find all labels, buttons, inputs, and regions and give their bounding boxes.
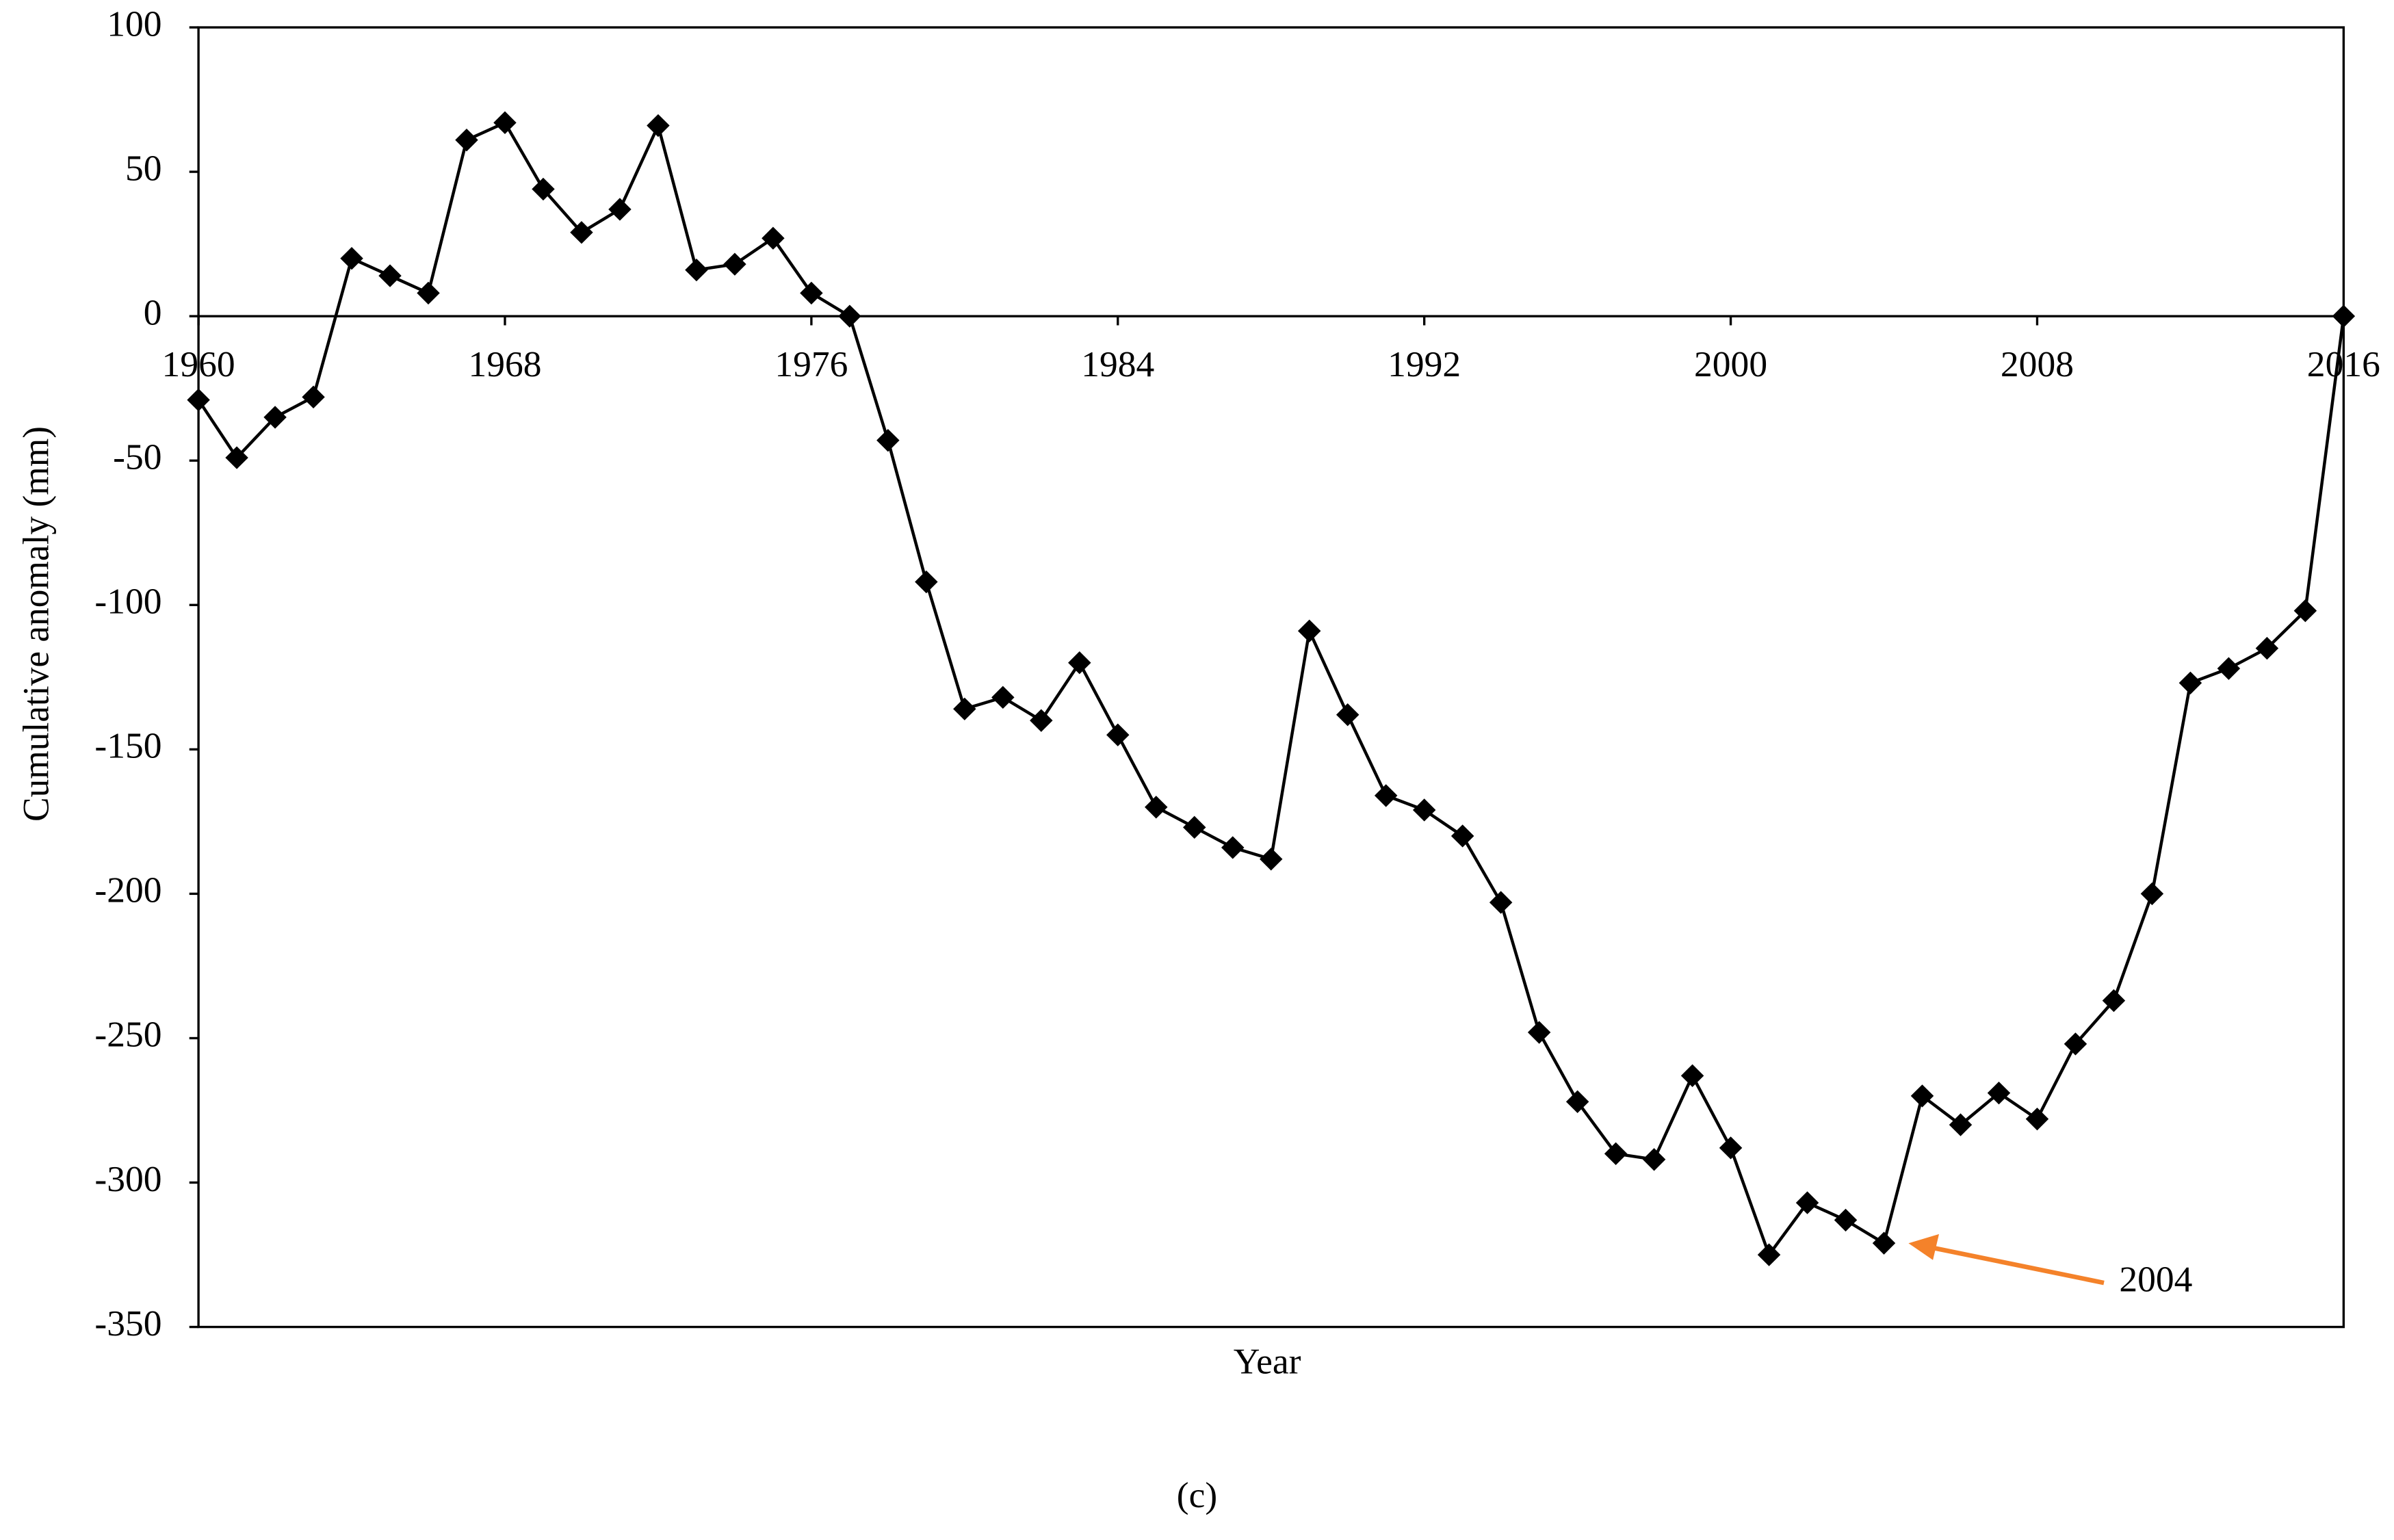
y-tick-label: -50 (113, 436, 161, 478)
data-marker (263, 406, 287, 429)
data-marker (1910, 1084, 1934, 1108)
x-tick-label: 1992 (1388, 343, 1461, 384)
data-marker (2217, 657, 2241, 680)
plot-frame (197, 26, 2345, 1329)
y-tick-label: -100 (94, 581, 161, 622)
data-marker (2102, 989, 2126, 1013)
data-marker (1259, 848, 1283, 871)
x-tick-label: 2016 (2307, 343, 2380, 384)
data-marker (2140, 882, 2164, 906)
data-marker (455, 128, 478, 152)
data-marker (378, 264, 402, 287)
data-marker (800, 281, 823, 305)
data-marker (1757, 1243, 1781, 1266)
data-marker (1565, 1090, 1589, 1114)
data-marker (1412, 798, 1436, 822)
data-marker (2025, 1107, 2049, 1131)
data-marker (2293, 599, 2317, 623)
data-marker (1221, 836, 1245, 859)
data-marker (647, 114, 670, 138)
data-marker (723, 252, 746, 276)
x-tick-label: 1976 (775, 343, 848, 384)
annotation-arrow (1932, 1245, 2105, 1285)
y-tick-label: -250 (94, 1014, 161, 1055)
data-marker (1297, 619, 1321, 642)
y-tick-label: 100 (107, 3, 161, 44)
data-marker (1183, 815, 1206, 839)
data-marker (1795, 1191, 1819, 1214)
data-marker (1336, 703, 1359, 727)
data-marker (1719, 1136, 1743, 1160)
annotation-arrowhead (1908, 1234, 1940, 1260)
data-marker (685, 258, 708, 282)
data-marker (608, 198, 632, 221)
data-marker (1030, 709, 1053, 732)
data-marker (991, 686, 1015, 709)
x-tick-label: 2008 (2001, 343, 2074, 384)
x-tick-label: 1984 (1081, 343, 1154, 384)
x-tick-label: 1960 (162, 343, 235, 384)
data-marker (570, 221, 593, 244)
data-marker (2064, 1032, 2087, 1056)
data-line (197, 120, 2345, 1258)
data-marker (1949, 1113, 1973, 1136)
data-marker (1834, 1208, 1858, 1232)
y-tick-label: 0 (144, 291, 162, 332)
y-tick-label: 50 (125, 147, 162, 188)
data-marker (953, 697, 976, 720)
annotation-text: 2004 (2119, 1258, 2192, 1299)
data-marker (1642, 1148, 1666, 1171)
data-marker (1106, 723, 1130, 746)
data-marker (340, 247, 363, 270)
data-marker (915, 570, 938, 594)
x-tick-label: 2000 (1694, 343, 1767, 384)
data-marker (302, 385, 325, 409)
x-tick-label: 1968 (468, 343, 541, 384)
data-marker (762, 226, 785, 250)
y-tick-label: -150 (94, 725, 161, 766)
data-marker (1145, 796, 1168, 819)
data-marker (1450, 824, 1474, 848)
y-axis-title: Cumulative anomaly (mm) (15, 426, 56, 822)
data-marker (187, 388, 210, 412)
data-marker (1489, 891, 1513, 914)
data-marker (532, 177, 555, 201)
data-marker (1987, 1081, 2011, 1105)
data-marker (1374, 784, 1398, 807)
data-marker (876, 428, 900, 452)
y-tick-label: -350 (94, 1303, 161, 1344)
x-axis-title: Year (1234, 1341, 1301, 1382)
data-marker (1872, 1231, 1896, 1255)
data-marker (2178, 671, 2202, 694)
data-marker (1604, 1142, 1628, 1166)
y-tick-label: -200 (94, 870, 161, 911)
data-marker (493, 111, 517, 135)
data-marker (1680, 1064, 1704, 1088)
data-marker (1527, 1021, 1551, 1044)
data-marker (838, 304, 861, 328)
data-marker (417, 281, 440, 305)
caption: (c) (1177, 1474, 1217, 1515)
data-marker (1068, 651, 1091, 675)
y-tick-label: -300 (94, 1158, 161, 1199)
data-marker (2332, 304, 2356, 328)
